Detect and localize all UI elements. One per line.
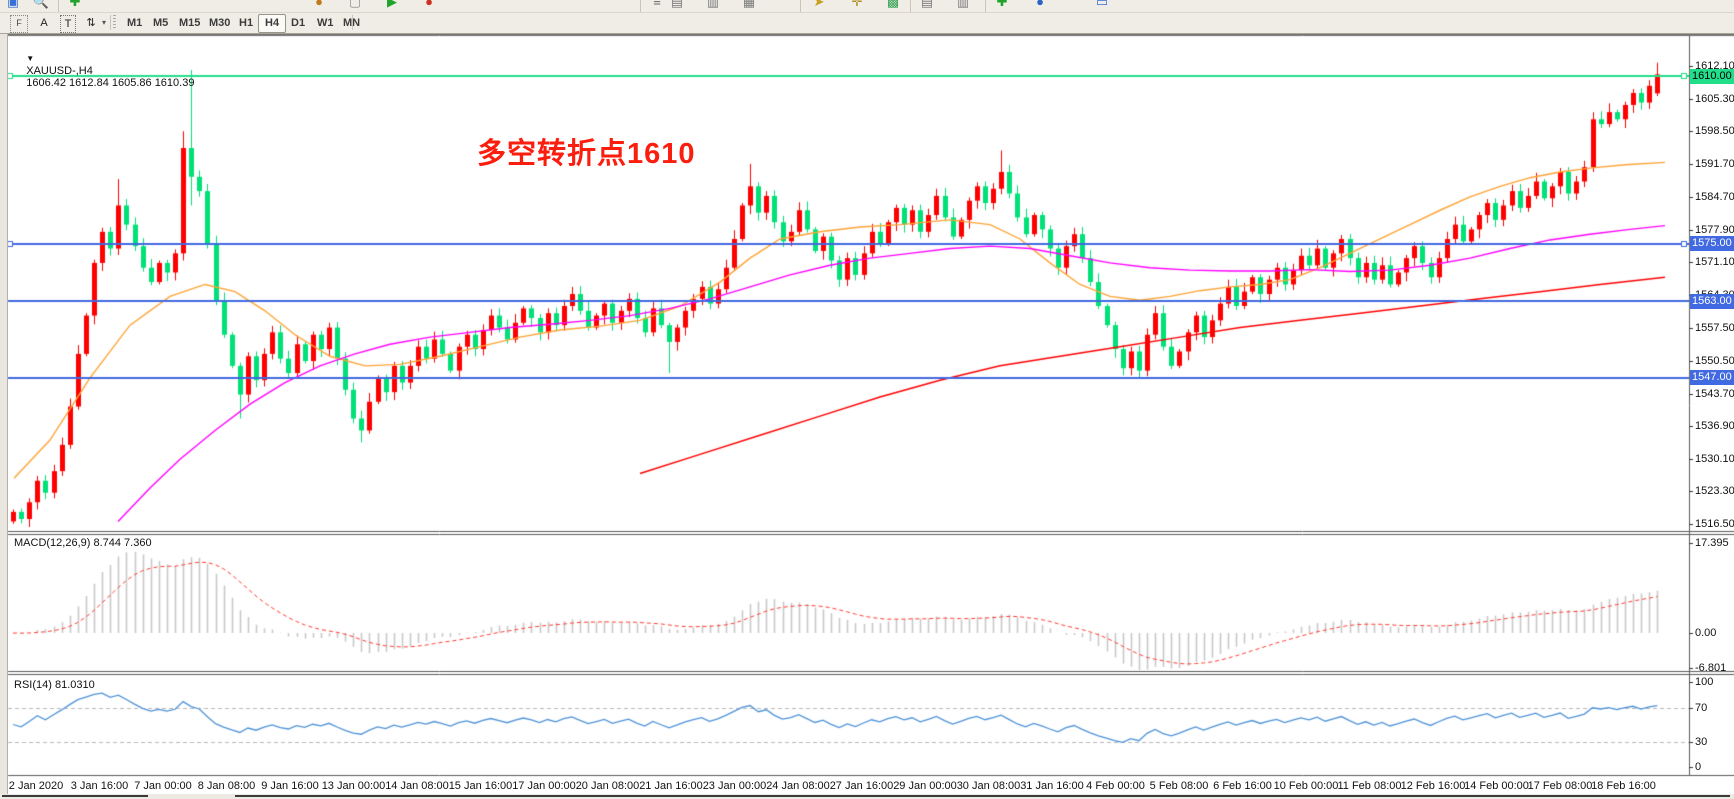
time-axis-label: 21 Jan 16:00 <box>639 780 703 792</box>
price-axis-label: 1516.50 <box>1695 517 1734 530</box>
price-level-tag: 1575.00 <box>1690 236 1734 252</box>
time-axis-label: 17 Jan 00:00 <box>512 780 576 792</box>
time-axis-label: 15 Jan 16:00 <box>448 780 513 792</box>
price-axis-label: 1605.30 <box>1695 92 1734 105</box>
rsi-axis-label: 70 <box>1695 701 1708 714</box>
price-axis-label: 1584.70 <box>1695 191 1734 204</box>
symbol-dropdown-icon[interactable]: ▼ <box>26 54 35 63</box>
price-axis-label: 1530.10 <box>1695 452 1734 465</box>
symbol-and-timeframe: XAUUSD-,H4 <box>26 65 93 77</box>
price-axis-label: 1598.50 <box>1695 125 1734 138</box>
time-axis-label: 2 Jan 2020 <box>8 780 64 792</box>
scrollbar-segment <box>235 795 1730 797</box>
time-axis-label: 27 Jan 16:00 <box>829 780 894 792</box>
time-axis-label: 20 Jan 08:00 <box>575 780 640 792</box>
price-axis-label: 1543.70 <box>1695 387 1734 400</box>
rsi-axis-label: 0 <box>1695 761 1702 773</box>
chart-symbol-title: ▼ XAUUSD-,H4 1606.42 1612.84 1605.86 161… <box>14 41 194 101</box>
price-axis-label: 1536.90 <box>1695 420 1734 433</box>
price-axis-label: 1591.70 <box>1695 157 1734 170</box>
time-axis-label: 14 Feb 00:00 <box>1464 780 1529 792</box>
macd-indicator-label: MACD(12,26,9) 8.744 7.360 <box>14 537 152 549</box>
time-axis-label: 8 Jan 08:00 <box>197 780 256 792</box>
time-axis-label: 23 Jan 00:00 <box>702 780 767 792</box>
scrollbar-segment <box>2 795 148 797</box>
time-axis-label: 12 Feb 16:00 <box>1400 780 1466 792</box>
time-axis-label: 10 Feb 00:00 <box>1273 780 1339 792</box>
price-axis-label: 1557.50 <box>1695 321 1734 334</box>
time-axis-label: 14 Jan 08:00 <box>385 780 449 792</box>
rsi-indicator-label: RSI(14) 81.0310 <box>14 679 95 691</box>
price-level-tag: 1563.00 <box>1690 293 1734 309</box>
time-axis-label: 9 Jan 16:00 <box>261 780 319 792</box>
window-left-edge <box>0 34 8 799</box>
time-axis-label: 17 Feb 08:00 <box>1527 780 1593 792</box>
bottom-scrollbar[interactable] <box>0 794 1734 799</box>
chart-annotation-text: 多空转折点1610 <box>477 138 696 170</box>
price-axis-label: 1577.90 <box>1695 223 1734 236</box>
rsi-axis-label: 100 <box>1695 676 1714 688</box>
price-axis-label: 1571.10 <box>1695 256 1734 269</box>
time-axis-label: 31 Jan 16:00 <box>1020 780 1084 792</box>
time-axis-label: 7 Jan 00:00 <box>134 780 192 792</box>
time-axis-label: 30 Jan 08:00 <box>956 780 1021 792</box>
price-axis-label: 1523.30 <box>1695 485 1734 498</box>
time-axis-label: 5 Feb 08:00 <box>1149 780 1209 792</box>
time-axis-label: 18 Feb 16:00 <box>1591 780 1656 792</box>
ohlc-values: 1606.42 1612.84 1605.86 1610.39 <box>26 77 195 89</box>
time-axis-label: 3 Jan 16:00 <box>70 780 129 792</box>
price-axis-label: 1550.50 <box>1695 355 1734 368</box>
price-level-tag: 1547.00 <box>1690 370 1734 386</box>
time-axis-label: 4 Feb 00:00 <box>1086 780 1145 792</box>
macd-axis-label: -6.801 <box>1695 662 1727 675</box>
time-axis-label: 6 Feb 16:00 <box>1213 780 1272 792</box>
price-level-tag: 1610.00 <box>1690 68 1734 84</box>
macd-axis-label: 17.395 <box>1695 536 1729 549</box>
time-axis-label: 13 Jan 00:00 <box>321 780 386 792</box>
macd-axis-label: 0.00 <box>1695 627 1717 639</box>
time-axis-label: 11 Feb 08:00 <box>1337 780 1402 792</box>
time-axis-label: 24 Jan 08:00 <box>766 780 830 792</box>
rsi-axis-label: 30 <box>1695 735 1708 748</box>
time-axis-label: 29 Jan 00:00 <box>893 780 957 792</box>
